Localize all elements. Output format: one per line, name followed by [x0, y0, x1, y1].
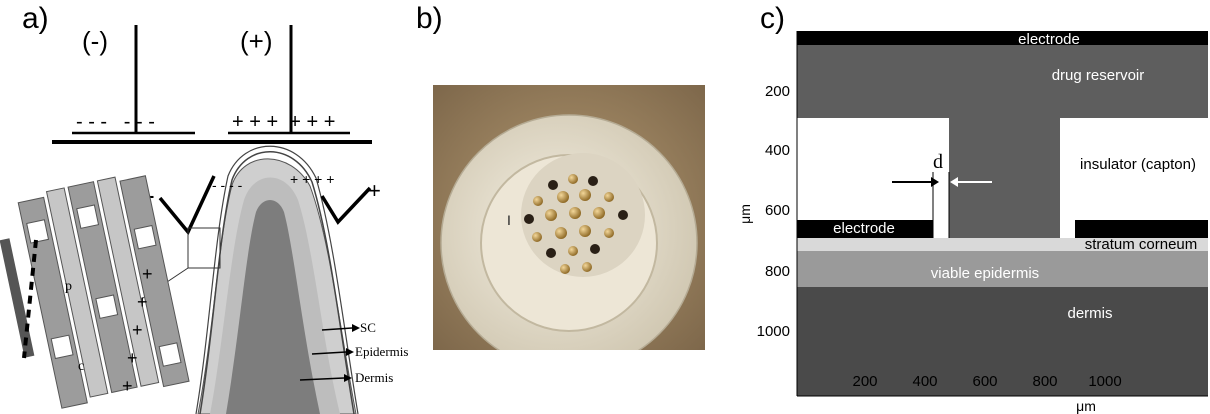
- arrowhead-dermis: [344, 374, 352, 382]
- stratum-corneum-stack: [17, 175, 190, 409]
- electrode-left-region: [797, 220, 933, 238]
- arrow-dermis: [299, 377, 345, 381]
- follicle-pos-charges: + + + +: [290, 171, 334, 187]
- label-viable-epidermis: viable epidermis: [931, 265, 1039, 282]
- arrow-epidermis: [311, 351, 347, 355]
- simulation-domain-plot: d electrode drug reservoir insulator (ca…: [738, 31, 1208, 414]
- electrode-array-photo: I: [433, 85, 705, 350]
- arrowhead-sc: [352, 324, 360, 332]
- top-neg-label: (-): [82, 26, 108, 56]
- stack-neg-dashes: [22, 239, 38, 359]
- stack-plus-2: +: [137, 292, 148, 312]
- hair-follicle: [195, 145, 359, 414]
- follicle-neg-charges: - - - -: [212, 177, 243, 193]
- label-electrode-top: electrode: [1018, 31, 1080, 48]
- label-electrode-left: electrode: [833, 220, 895, 237]
- gap-label: d: [933, 151, 943, 173]
- label-dermis: Dermis: [355, 370, 393, 385]
- x-axis-label: μm: [1076, 398, 1096, 414]
- zoom-box: [187, 227, 221, 269]
- electrode-right-region: [1075, 220, 1208, 238]
- insulator-left-region: [797, 118, 949, 238]
- panel-b-label: b): [416, 2, 443, 35]
- label-drug-reservoir: drug reservoir: [1052, 67, 1145, 84]
- follicle-neg-sign: -: [146, 180, 155, 210]
- x-tick-label: 1000: [1088, 373, 1121, 390]
- label-insulator: insulator (capton): [1080, 156, 1196, 173]
- dermis-region: [797, 287, 1208, 396]
- stack-plus-5: +: [122, 376, 133, 396]
- stratum-corneum-region: [797, 238, 1208, 251]
- y-tick-labels: 200 400 600 800 1000: [757, 83, 790, 340]
- electrode-pins: [524, 174, 628, 274]
- stack-letter-p: p: [65, 279, 72, 294]
- stack-plus-3: +: [132, 320, 143, 340]
- label-stratum-corneum: stratum corneum: [1085, 236, 1198, 253]
- top-pos-label: (+): [240, 26, 273, 56]
- insulator-right-region: [1060, 118, 1208, 238]
- stack-plus-4: +: [127, 348, 138, 368]
- arrowhead-epidermis: [346, 348, 354, 356]
- follicle-pos-sign: +: [368, 178, 381, 203]
- scale-marker: I: [507, 212, 511, 228]
- panel-c-label: c): [760, 2, 785, 35]
- label-dermis: dermis: [1067, 305, 1112, 322]
- photo-drawing: I: [433, 85, 705, 350]
- x-tick-labels: 200 400 600 800 1000: [852, 373, 1121, 390]
- viable-epidermis-region: [797, 251, 1208, 287]
- follicle-neg-electrode: [158, 175, 216, 236]
- label-epidermis: Epidermis: [355, 344, 408, 359]
- gap-arrowhead-left: [931, 177, 939, 187]
- y-tick-label: 800: [765, 263, 790, 280]
- x-tick-label: 400: [912, 373, 937, 390]
- x-tick-label: 800: [1032, 373, 1057, 390]
- panel-a-label: a): [22, 2, 49, 35]
- y-tick-label: 1000: [757, 323, 790, 340]
- y-tick-label: 400: [765, 142, 790, 159]
- electrode-top-region: [797, 31, 1208, 45]
- panel-a-diagram: (-) (+) - - - - - - + + + + + + - - - - …: [0, 25, 408, 414]
- x-tick-label: 200: [852, 373, 877, 390]
- label-sc: SC: [360, 320, 376, 335]
- follicle-pos-electrode: [320, 186, 372, 225]
- y-tick-label: 200: [765, 83, 790, 100]
- y-axis-label: μm: [738, 204, 753, 224]
- top-pos-charges: + + + + + +: [232, 111, 335, 133]
- y-tick-label: 600: [765, 202, 790, 219]
- stack-letter-c: c: [78, 359, 84, 374]
- gap-arrowhead-right: [950, 177, 958, 187]
- top-neg-charges: - - - - - -: [76, 111, 155, 133]
- arrow-sc: [321, 327, 353, 331]
- x-tick-label: 600: [972, 373, 997, 390]
- stack-plus-1: +: [142, 264, 153, 284]
